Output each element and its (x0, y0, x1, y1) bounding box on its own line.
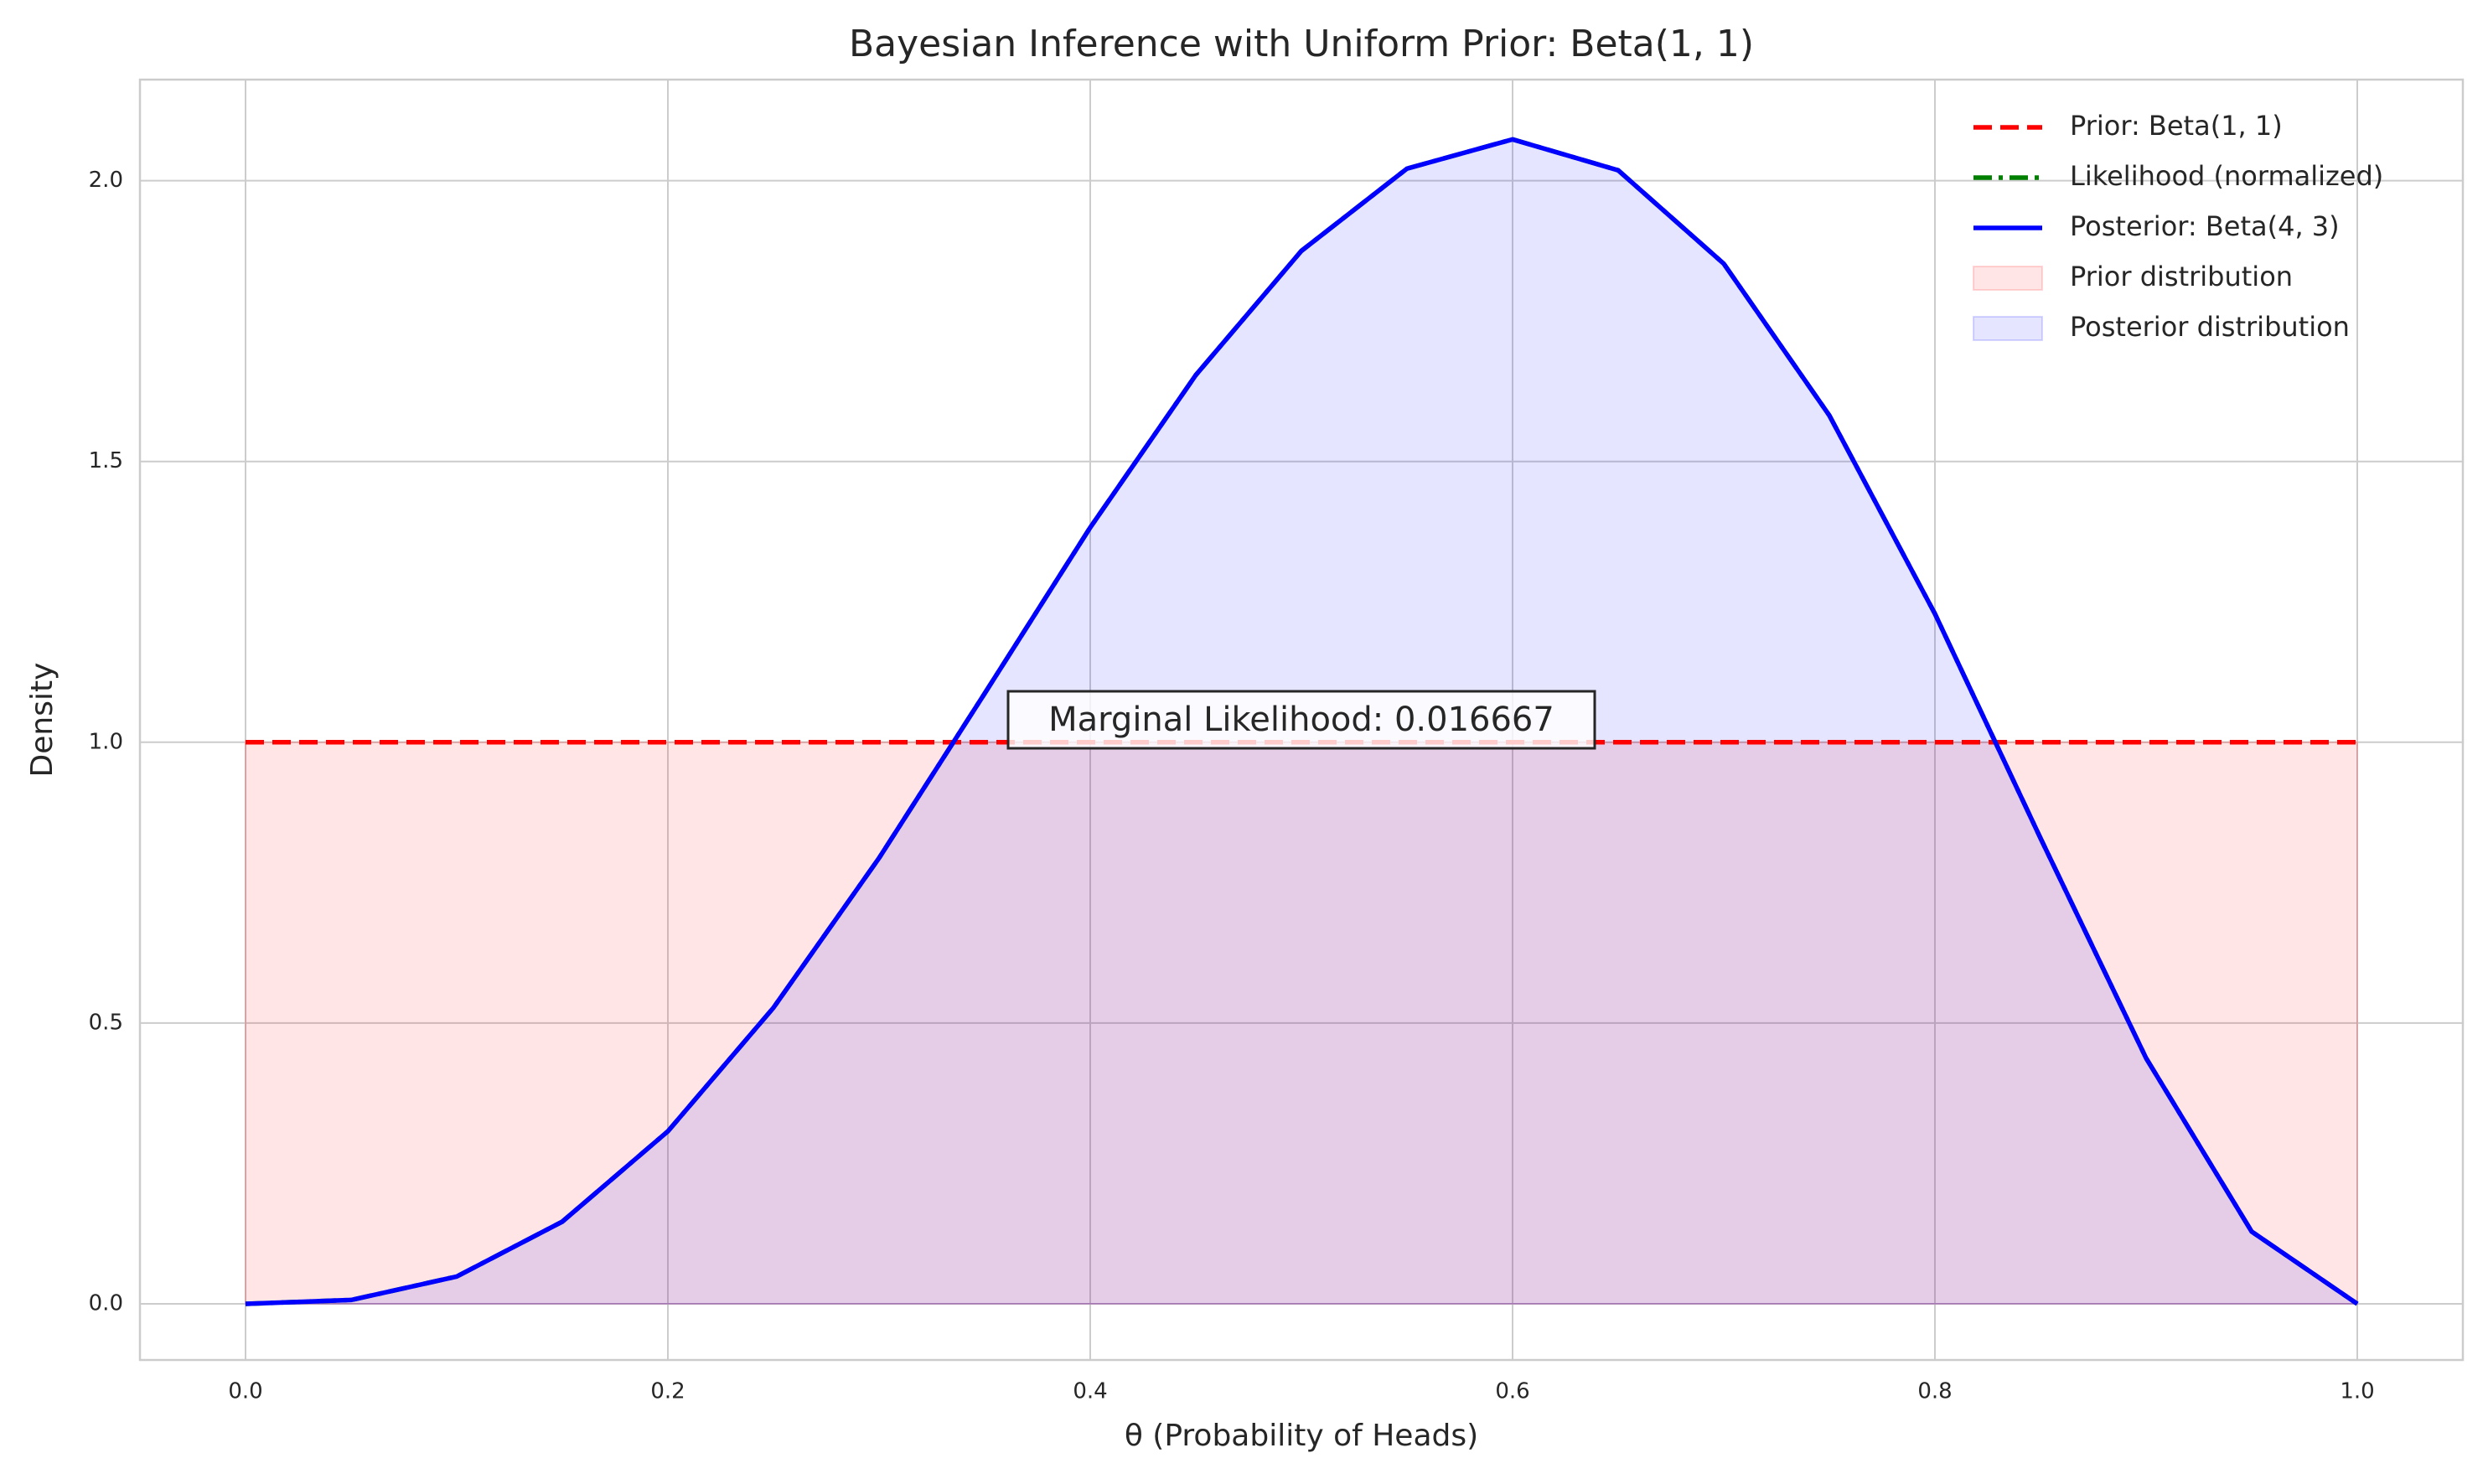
y-axis-label: Density (25, 663, 59, 778)
x-tick-label: 1.0 (2340, 1379, 2374, 1404)
y-tick-label: 1.0 (89, 729, 123, 754)
chart-title: Bayesian Inference with Uniform Prior: B… (849, 23, 1754, 65)
legend-label: Posterior distribution (2070, 311, 2350, 343)
y-tick-label: 2.0 (89, 168, 123, 193)
y-tick-label: 0.5 (89, 1010, 123, 1035)
plot-frame (138, 78, 2465, 1362)
x-tick-label: 0.2 (650, 1379, 685, 1404)
legend-label: Likelihood (normalized) (2070, 160, 2383, 192)
y-tick-label: 0.0 (89, 1290, 123, 1316)
line (245, 137, 2359, 1306)
legend-swatch (1973, 316, 2043, 341)
legend-swatch (1973, 266, 2043, 291)
x-tick-label: 0.4 (1073, 1379, 1107, 1404)
x-tick-label: 0.6 (1495, 1379, 1529, 1404)
annotation: Marginal Likelihood: 0.016667 (1048, 701, 1554, 739)
annotation-box (1006, 690, 1596, 750)
x-tick-label: 0.0 (228, 1379, 262, 1404)
legend-label: Prior distribution (2070, 261, 2293, 292)
legend-label: Prior: Beta(1, 1) (2070, 110, 2283, 142)
legend-label: Posterior: Beta(4, 3) (2070, 210, 2340, 242)
x-tick-label: 0.8 (1917, 1379, 1952, 1404)
y-tick-label: 1.5 (89, 448, 123, 473)
x-axis-label: θ (Probability of Heads) (1125, 1419, 1478, 1453)
